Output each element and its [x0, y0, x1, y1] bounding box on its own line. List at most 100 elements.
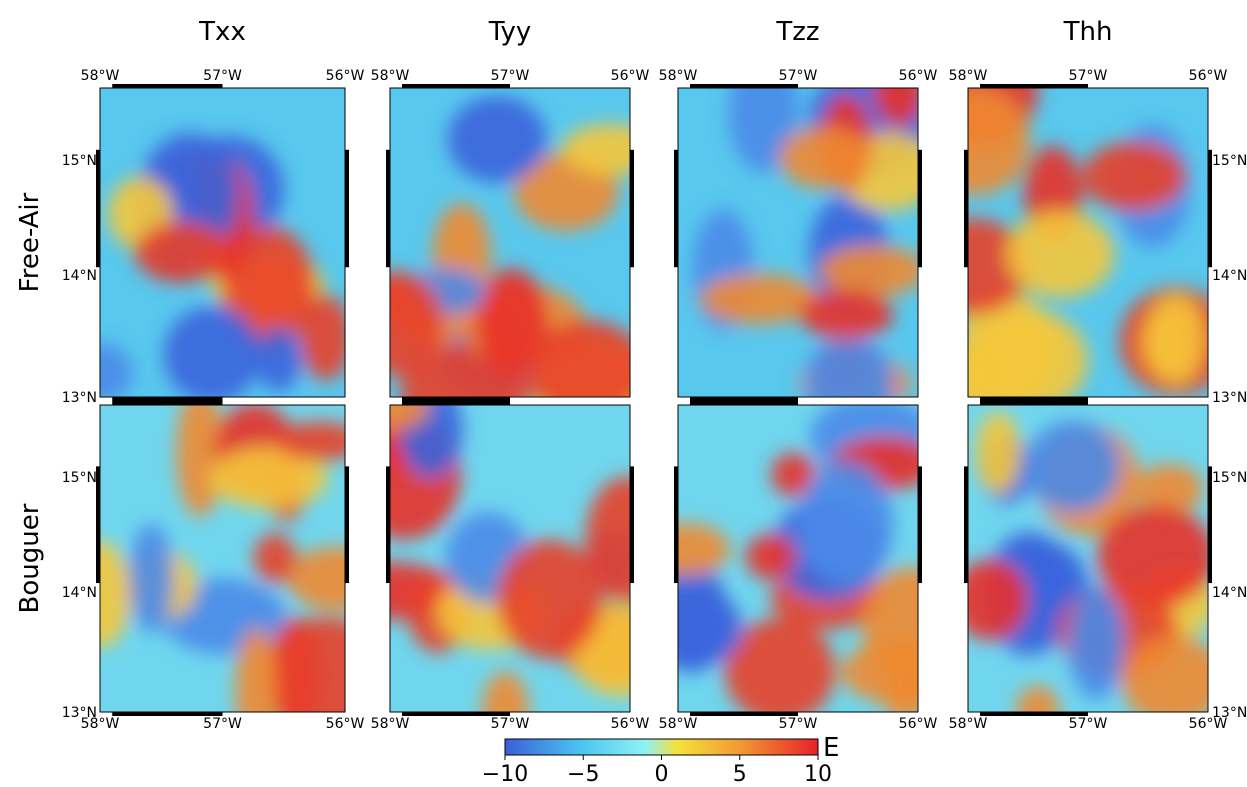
anomaly: [390, 405, 430, 431]
anomaly: [1016, 685, 1060, 712]
anomaly: [253, 532, 297, 583]
map-panel: [674, 401, 922, 716]
longitude-label: 57°W: [203, 716, 242, 732]
frame-bar: [630, 149, 634, 268]
frame-bar: [690, 84, 798, 88]
map-panel: [386, 84, 634, 401]
longitude-label: 56°W: [899, 68, 938, 84]
anomaly: [968, 88, 1030, 196]
anomaly: [1146, 294, 1206, 385]
longitude-label: 58°W: [371, 68, 410, 84]
frame-bar: [964, 466, 968, 584]
anomaly: [265, 616, 345, 712]
longitude-label: 56°W: [611, 716, 650, 732]
longitude-label: 56°W: [899, 716, 938, 732]
anomaly: [447, 95, 548, 183]
longitude-label: 57°W: [491, 68, 530, 84]
column-title: Tzz: [775, 17, 819, 47]
anomaly: [526, 320, 630, 397]
frame-bar: [918, 466, 922, 584]
frame-bar: [674, 149, 678, 268]
anomaly: [208, 447, 329, 509]
anomaly: [286, 546, 345, 611]
frame-bar: [386, 149, 390, 268]
longitude-label: 56°W: [1189, 716, 1228, 732]
latitude-label: 14°N: [62, 585, 97, 601]
blobs: [692, 88, 918, 397]
colorbar-tick-label: 10: [804, 762, 832, 783]
longitude-label: 57°W: [1069, 68, 1108, 84]
anomaly: [1097, 505, 1208, 607]
colorbar-tick-label: −10: [482, 762, 528, 783]
anomaly: [861, 567, 918, 680]
frame-bar: [112, 84, 223, 88]
frame-bar: [345, 466, 349, 584]
longitude-label: 58°W: [659, 716, 698, 732]
anomaly: [585, 476, 630, 603]
frame-bar: [112, 712, 223, 716]
map-field: [100, 88, 345, 397]
anomaly: [100, 343, 134, 397]
frame-bar: [630, 466, 634, 584]
frame-bar: [674, 466, 678, 584]
colorbar-unit: E: [823, 733, 839, 763]
anomaly: [561, 123, 630, 176]
anomaly: [277, 421, 345, 462]
anomaly: [799, 290, 894, 340]
longitude-label: 58°W: [949, 68, 988, 84]
latitude-label: 15°N: [1212, 470, 1247, 486]
longitude-label: 56°W: [326, 68, 365, 84]
anomaly: [235, 627, 277, 712]
anomaly: [1081, 141, 1186, 211]
anomaly: [798, 460, 894, 588]
map-field: [678, 88, 918, 397]
blobs: [968, 88, 1208, 397]
frame-bar: [402, 712, 510, 716]
anomaly: [256, 326, 302, 392]
anomaly: [724, 618, 836, 712]
frame-bar: [980, 712, 1088, 716]
anomaly: [770, 452, 816, 497]
frame-bar: [402, 397, 510, 401]
longitude-label: 56°W: [611, 68, 650, 84]
latitude-label: 13°N: [1212, 705, 1247, 721]
row-label: Bouguer: [15, 503, 45, 613]
blobs: [678, 405, 918, 712]
frame-bar: [112, 401, 223, 405]
frame-bar: [690, 712, 798, 716]
map-panel: [964, 401, 1212, 716]
frame-bar: [964, 149, 968, 268]
map-field: [390, 405, 630, 712]
frame-bar: [980, 397, 1088, 401]
map-field: [968, 405, 1208, 712]
anomaly: [1067, 586, 1125, 700]
anomaly: [481, 671, 529, 712]
map-panel: [386, 401, 634, 716]
anomaly: [1025, 420, 1121, 513]
frame-bar: [386, 466, 390, 584]
anomaly: [745, 533, 797, 580]
anomaly: [1006, 211, 1115, 298]
frame-bar: [402, 401, 510, 405]
frame-bar: [112, 397, 223, 401]
anomaly: [163, 306, 261, 397]
latitude-label: 14°N: [1212, 585, 1247, 601]
frame-bar: [1208, 466, 1212, 584]
longitude-label: 58°W: [659, 68, 698, 84]
longitude-label: 57°W: [1069, 716, 1108, 732]
anomaly: [975, 411, 1021, 494]
anomaly: [300, 294, 345, 381]
column-title: Txx: [198, 17, 246, 47]
frame-bar: [980, 401, 1088, 405]
anomaly: [873, 88, 918, 127]
map-field: [100, 405, 345, 712]
anomaly: [1136, 463, 1204, 515]
blobs: [968, 411, 1208, 712]
anomaly: [678, 588, 743, 668]
map-field: [968, 88, 1208, 397]
frame-bar: [918, 149, 922, 268]
longitude-label: 56°W: [326, 716, 365, 732]
column-title: Thh: [1063, 17, 1113, 47]
frame-bar: [980, 84, 1088, 88]
